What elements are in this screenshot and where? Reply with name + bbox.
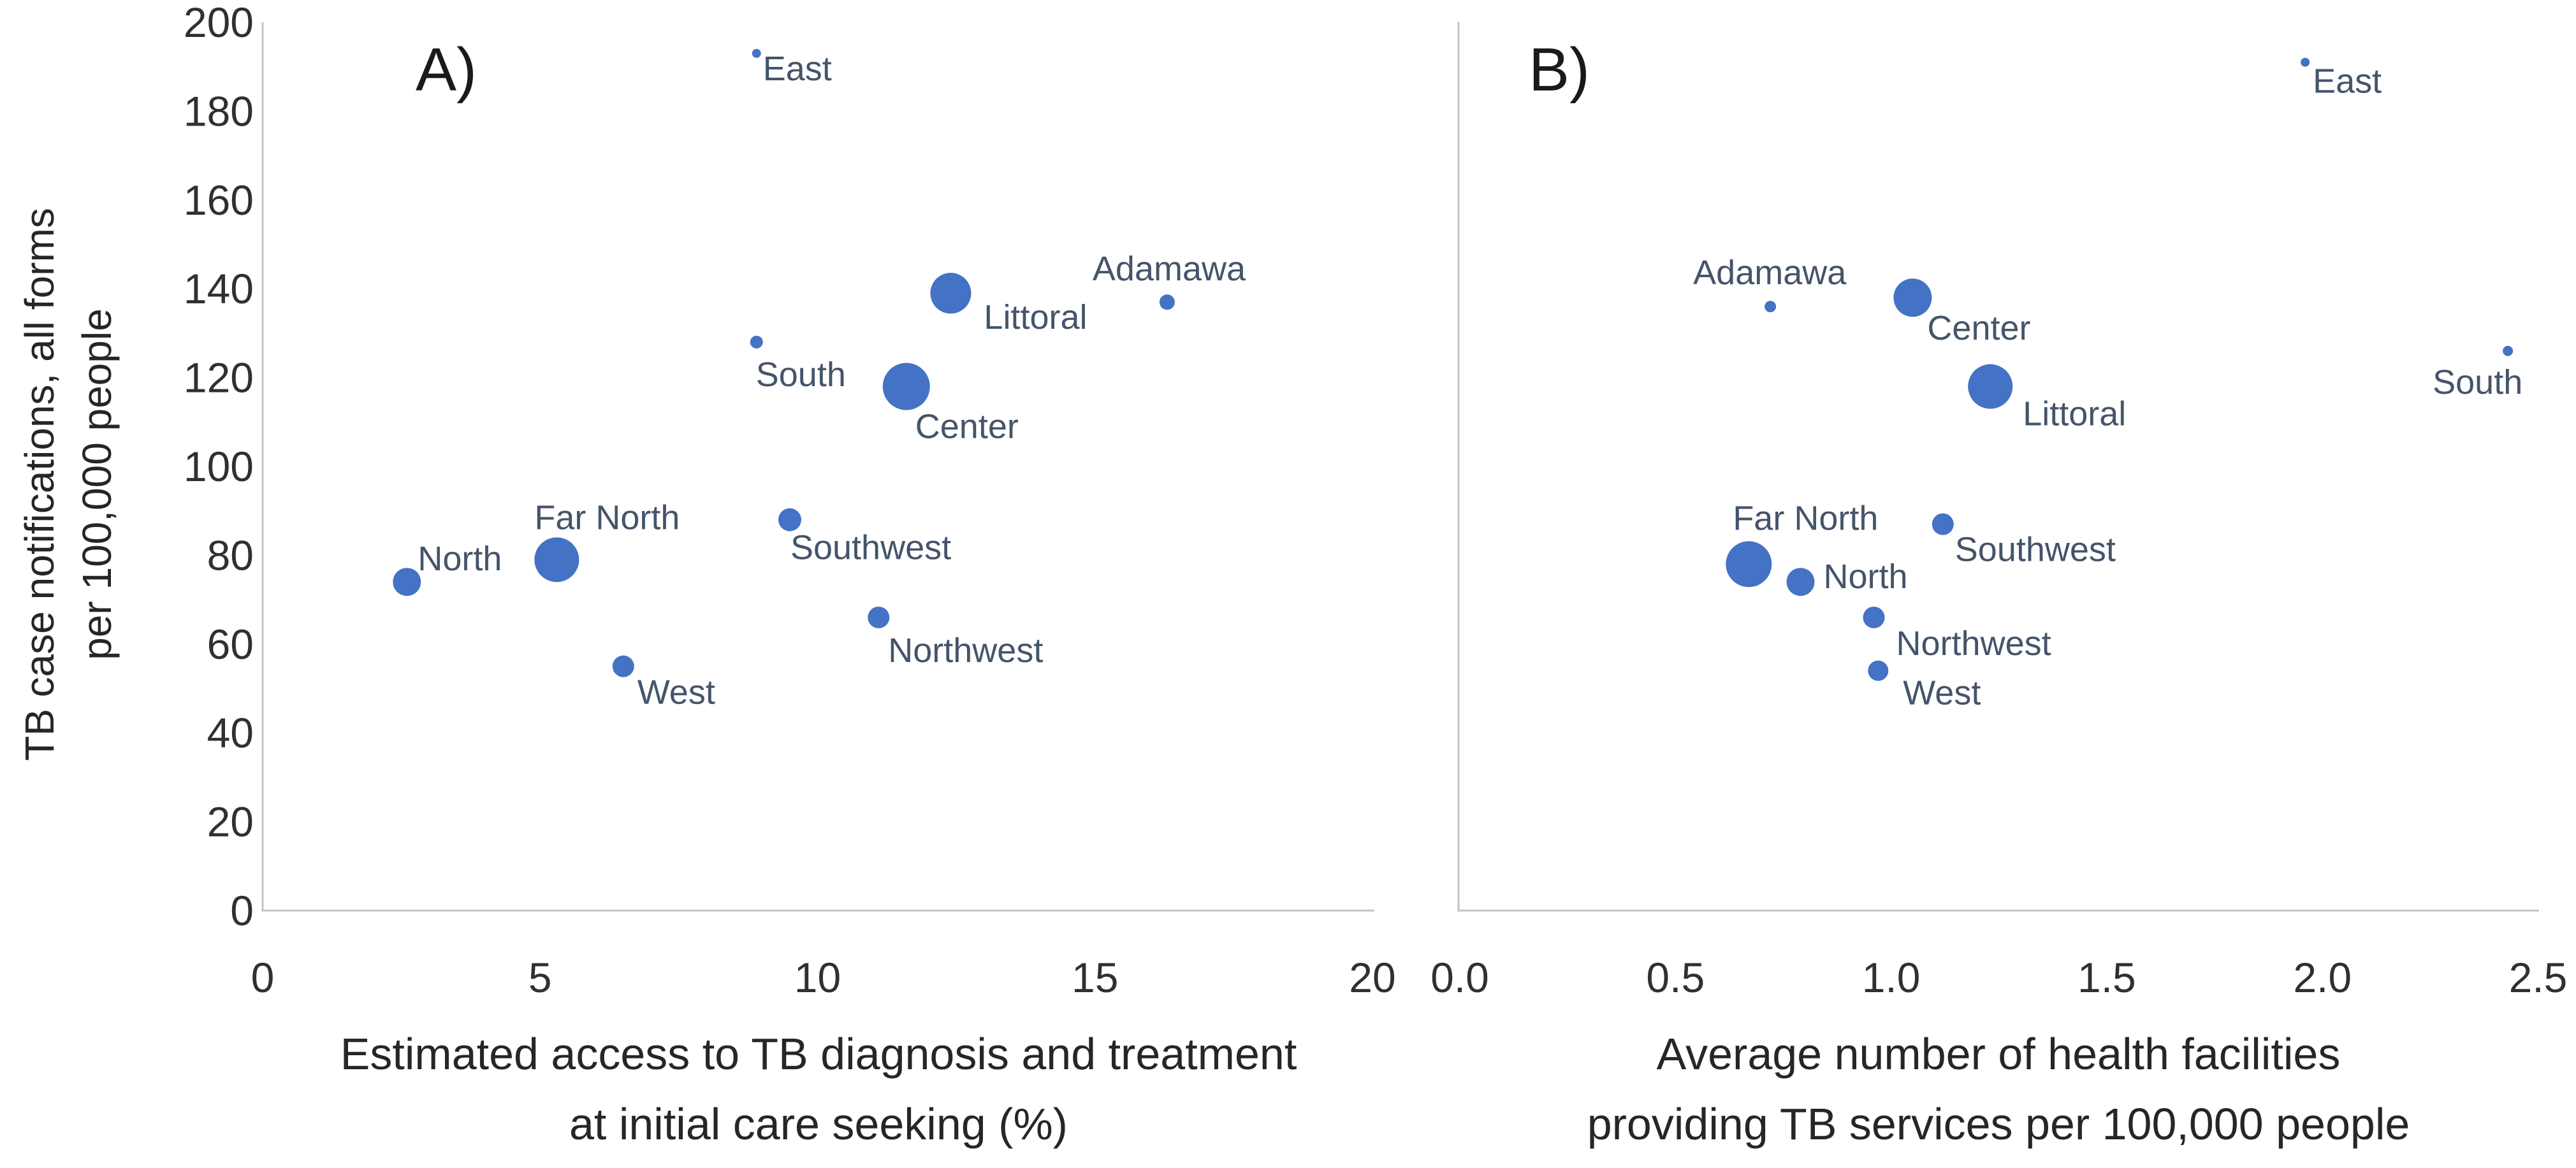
data-point-b-northwest — [1863, 606, 1885, 628]
data-point-a-far-north — [534, 537, 579, 582]
y-tick-180: 180 — [184, 87, 254, 134]
data-point-b-south — [2503, 345, 2514, 356]
data-point-b-north — [1786, 568, 1815, 596]
panel-a-letter: A) — [416, 36, 477, 104]
point-label-a-far-north: Far North — [534, 498, 680, 537]
point-label-a-adamawa: Adamawa — [1093, 250, 1246, 288]
y-tick-140: 140 — [184, 265, 254, 312]
data-point-a-adamawa — [1159, 294, 1175, 310]
point-label-b-south: South — [2433, 363, 2522, 401]
panel-a-axis-lines — [261, 22, 1374, 912]
panel-b-x-tick-1.0: 1.0 — [1862, 954, 1921, 1001]
point-label-a-west: West — [637, 674, 715, 712]
data-point-b-center — [1893, 278, 1932, 317]
point-label-b-northwest: Northwest — [1896, 624, 2051, 663]
data-point-b-west — [1868, 660, 1889, 681]
y-tick-0: 0 — [230, 887, 254, 934]
data-point-b-east — [2301, 57, 2310, 67]
panel-b-x-tick-2.0: 2.0 — [2293, 954, 2352, 1001]
panel-a-x-tick-5: 5 — [528, 954, 552, 1001]
panel-b-x-tick-2.5: 2.5 — [2509, 954, 2568, 1001]
point-label-b-littoral: Littoral — [2023, 395, 2126, 433]
panel-b-letter: B) — [1529, 36, 1590, 104]
y-tick-20: 20 — [207, 798, 254, 846]
data-point-b-far-north — [1726, 541, 1772, 588]
panel-b-x-tick-0.5: 0.5 — [1646, 954, 1705, 1001]
y-tick-80: 80 — [207, 531, 254, 579]
panel-b-x-tick-1.5: 1.5 — [2078, 954, 2136, 1001]
point-label-a-south: South — [756, 356, 846, 394]
point-label-b-west: West — [1903, 674, 1981, 712]
point-label-b-southwest: Southwest — [1955, 531, 2116, 569]
data-point-a-south — [750, 335, 763, 349]
y-tick-120: 120 — [184, 354, 254, 401]
y-tick-200: 200 — [184, 0, 254, 46]
panel-a-x-title-line2: at initial care seeking (%) — [569, 1099, 1068, 1149]
panel-b-x-title-line2: providing TB services per 100,000 people — [1587, 1099, 2410, 1149]
panel-b-x-title-line1: Average number of health facilities — [1657, 1029, 2341, 1079]
y-tick-160: 160 — [184, 177, 254, 224]
panel-a-x-title-line1: Estimated access to TB diagnosis and tre… — [340, 1029, 1297, 1079]
data-point-b-littoral — [1968, 364, 2013, 409]
panel-a-x-tick-0: 0 — [251, 954, 275, 1001]
data-point-a-southwest — [778, 508, 801, 531]
point-label-b-north: North — [1824, 558, 1908, 596]
data-point-a-east — [752, 48, 761, 58]
data-point-a-littoral — [930, 273, 971, 314]
data-point-b-adamawa — [1765, 301, 1777, 313]
panel-a-x-tick-20: 20 — [1349, 954, 1395, 1001]
point-label-a-east: East — [763, 50, 832, 88]
generated-chart-content: 0 5 10 15 20020406080100120140160180200EastS… — [184, 0, 2568, 1001]
point-label-b-center: Center — [1927, 309, 2030, 347]
point-label-b-east: East — [2313, 62, 2382, 101]
point-label-b-adamawa: Adamawa — [1693, 254, 1847, 292]
panel-a-x-tick-10: 10 — [794, 954, 841, 1001]
panel-b-axis-lines — [1457, 22, 2539, 912]
panel-b-x-tick-0.0: 0.0 — [1430, 954, 1489, 1001]
data-point-b-southwest — [1932, 513, 1954, 535]
data-point-a-north — [393, 568, 421, 596]
point-label-a-northwest: Northwest — [888, 631, 1043, 670]
point-label-a-north: North — [418, 540, 502, 578]
data-point-a-center — [882, 363, 930, 410]
data-point-a-west — [612, 655, 634, 677]
y-axis-title-line2: per 100,000 people — [74, 308, 120, 660]
point-label-a-littoral: Littoral — [984, 298, 1087, 336]
data-point-a-northwest — [868, 606, 890, 628]
y-axis-title-line1: TB case notifications, all forms — [17, 208, 62, 761]
y-tick-60: 60 — [207, 621, 254, 668]
y-tick-40: 40 — [207, 709, 254, 756]
point-label-a-center: Center — [915, 408, 1019, 446]
point-label-b-far-north: Far North — [1733, 499, 1878, 537]
panel-a-x-tick-15: 15 — [1072, 954, 1118, 1001]
y-tick-100: 100 — [184, 443, 254, 490]
point-label-a-southwest: Southwest — [790, 529, 951, 567]
